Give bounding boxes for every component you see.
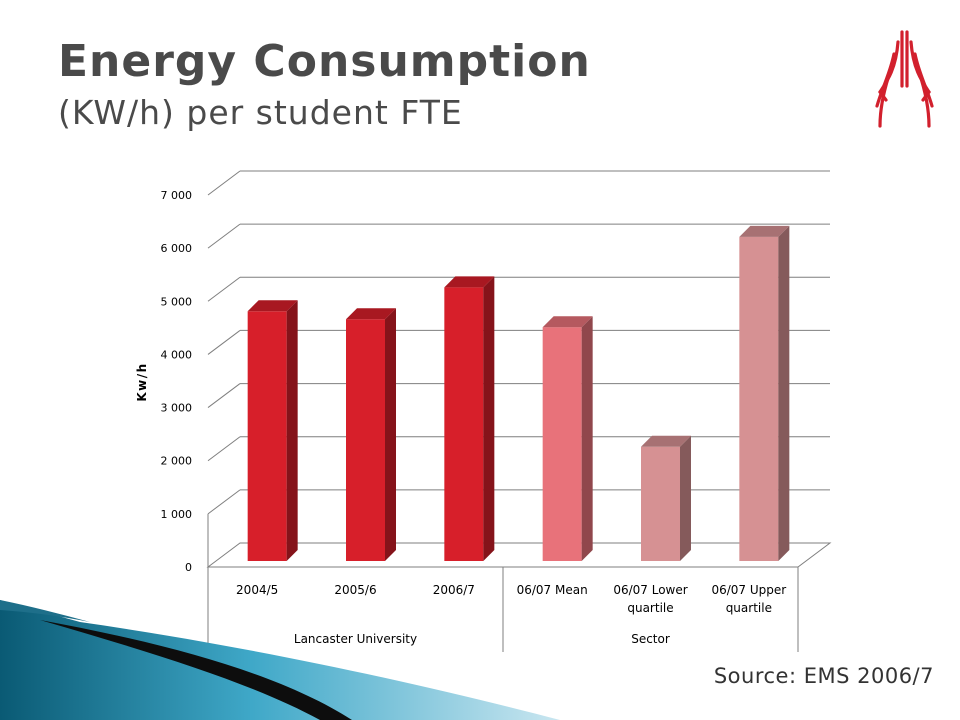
y-axis-ticks: 0 1 000 2 000 3 000 4 000 5 000 6 000 7 000	[161, 189, 193, 574]
bar-side-1	[286, 300, 298, 561]
bar-side-3	[483, 276, 495, 561]
y-axis-label: Kw/h	[135, 362, 149, 401]
bar-top-6	[739, 225, 790, 237]
y-tick-label: 2 000	[161, 455, 193, 468]
bar-6	[739, 236, 779, 561]
bar-side-5	[680, 435, 691, 561]
bar-5	[641, 446, 680, 561]
x-tick-label: 2005/6	[334, 583, 376, 597]
x-tick-label: 2004/5	[236, 583, 278, 597]
group-label: Lancaster University	[294, 632, 417, 646]
gridline-diagonal	[207, 276, 241, 302]
bar-side-2	[385, 308, 396, 561]
bar-side-4	[581, 316, 593, 561]
bar-side-6	[778, 225, 790, 561]
y-tick-label: 4 000	[161, 348, 193, 361]
gridline-diagonal	[207, 436, 241, 462]
x-tick-label: 06/07 Lower	[613, 583, 687, 597]
x-tick-label: 06/07 Mean	[517, 583, 588, 597]
gridline-diagonal	[207, 489, 241, 515]
x-tick-label: 06/07 Upper	[711, 583, 786, 597]
y-tick-label: 6 000	[161, 242, 193, 255]
slide-title: Energy Consumption	[58, 36, 591, 87]
x-tick-label: quartile	[726, 601, 772, 615]
chart-floor	[206, 542, 832, 568]
chart-gridlines	[206, 170, 832, 568]
y-tick-label: 1 000	[161, 508, 193, 521]
source-note: Source: EMS 2006/7	[713, 664, 934, 688]
bar-top-5	[641, 435, 691, 447]
x-axis-ticks: 2004/5 2005/6 2006/7 06/07 Mean 06/07 Lower q…	[207, 567, 799, 652]
bar-4	[542, 327, 582, 561]
group-label: Sector	[631, 632, 670, 646]
university-crest-icon	[872, 28, 936, 140]
bar-top-3	[444, 276, 495, 288]
bar-2	[346, 319, 385, 561]
bar-top-2	[346, 308, 396, 320]
slide-subtitle: (KW/h) per student FTE	[58, 93, 463, 132]
bar-top-4	[542, 316, 593, 328]
y-tick-label: 5 000	[161, 295, 193, 308]
y-tick-label: 7 000	[161, 189, 193, 202]
gridline-diagonal	[207, 223, 241, 249]
bar-1	[247, 311, 287, 561]
x-tick-label: 2006/7	[433, 583, 475, 597]
x-tick-label: quartile	[627, 601, 673, 615]
bar-3	[444, 287, 484, 561]
gridline-diagonal	[207, 330, 241, 355]
gridline-diagonal	[207, 170, 241, 196]
gridline-diagonal	[207, 383, 241, 408]
y-tick-label: 0	[185, 561, 192, 574]
chart-bars	[247, 225, 790, 561]
y-tick-label: 3 000	[161, 402, 193, 415]
bar-top-1	[247, 300, 298, 312]
decorative-swoosh	[0, 600, 560, 720]
